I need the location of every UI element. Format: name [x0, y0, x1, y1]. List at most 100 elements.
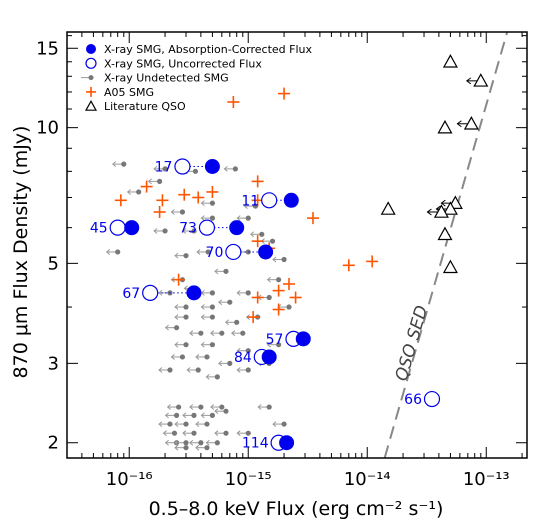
undetected-dot [266, 294, 272, 301]
a05-smg-point [342, 259, 355, 272]
undetected-smg-point [153, 166, 168, 172]
undetected-smg-point [218, 299, 233, 306]
upper-limit-arrowhead [236, 215, 241, 221]
undetected-smg-point [236, 289, 251, 296]
undetected-dot [191, 430, 197, 436]
undetected-dot [245, 348, 251, 354]
x-tick-label: 10⁻¹⁵ [225, 469, 272, 490]
undetected-smg-point [195, 354, 210, 360]
legend-entry: X-ray Undetected SMG [81, 72, 229, 85]
upper-limit-arrowhead [189, 439, 194, 446]
a05-smg-point [366, 255, 379, 268]
upper-limit-arrowhead [183, 285, 188, 292]
qso-limit-arrowhead [456, 120, 462, 128]
qso-point [435, 201, 458, 215]
undetected-dot [245, 430, 251, 436]
upper-limit-arrowhead [205, 439, 210, 446]
undetected-smg-point [205, 439, 220, 446]
undetected-dot [245, 367, 251, 373]
undetected-dot [240, 330, 246, 336]
source-id-label: 57 [266, 332, 284, 348]
upper-limit-arrowhead [182, 228, 187, 234]
undetected-smg-point [236, 430, 251, 437]
a05-smg-point [251, 235, 264, 248]
undetected-dot [173, 325, 180, 331]
upper-limit-arrowhead [214, 268, 219, 275]
undetected-smg-point [162, 430, 178, 437]
qso-triangle [380, 201, 396, 215]
legend-label: X-ray SMG, Absorption-Corrected Flux [104, 43, 312, 56]
undetected-smg-point [250, 231, 265, 238]
undetected-dot [286, 304, 292, 310]
undetected-dot [171, 430, 178, 436]
undetected-smg-point [200, 314, 216, 320]
undetected-smg-point [147, 178, 163, 185]
legend-triangle-icon [84, 99, 98, 111]
undetected-dot [219, 330, 225, 336]
upper-limit-arrowhead [231, 330, 236, 337]
undetected-dot [183, 314, 189, 320]
undetected-smg-point [272, 421, 287, 427]
qso-point [437, 119, 453, 134]
source-id-label: 11 [241, 193, 259, 209]
qso-point [442, 54, 458, 68]
undetected-dot [183, 421, 189, 427]
undetected-smg-point [200, 341, 216, 348]
undetected-smg-point [153, 228, 168, 234]
upper-limit-arrowhead [200, 215, 205, 221]
upper-limit-arrowhead [195, 444, 200, 451]
undetected-smg-point [200, 412, 216, 419]
undetected-dot [227, 360, 233, 366]
upper-limit-arrowhead [174, 421, 179, 427]
upper-limit-arrowhead [182, 430, 187, 437]
uncorrected-flux-point [174, 158, 191, 175]
undetected-smg-point [182, 412, 197, 419]
a05-smg-point [251, 291, 264, 304]
undetected-dot [204, 354, 210, 360]
undetected-smg-point [210, 404, 225, 410]
undetected-dot [162, 228, 168, 234]
undetected-smg-point [182, 228, 197, 234]
undetected-smg-point [223, 166, 238, 172]
source-id-label: 67 [122, 286, 140, 302]
x-axis-label: 0.5–8.0 keV Flux (erg cm⁻² s⁻¹) [149, 498, 444, 520]
undetected-dot [276, 342, 282, 348]
undetected-dot [167, 367, 173, 373]
undetected-dot [214, 374, 220, 380]
legend-label: X-ray SMG, Uncorrected Flux [104, 57, 262, 70]
qso-sed-label: QSO SED [392, 303, 433, 383]
undetected-smg-point [174, 444, 189, 451]
undetected-smg-point [200, 304, 216, 310]
source-id-label: 114 [242, 436, 269, 452]
upper-limit-arrowhead [158, 421, 163, 427]
upper-limit-arrowhead [200, 314, 205, 320]
undetected-dot [209, 290, 216, 296]
undetected-dot [252, 203, 259, 209]
upper-limit-arrowhead [205, 373, 210, 380]
legend-entry: A05 SMG [86, 86, 154, 99]
qso-triangle [437, 119, 453, 134]
undetected-dot [167, 421, 173, 427]
undetected-smg-point [164, 324, 180, 331]
undetected-dot [198, 404, 204, 410]
upper-limit-arrowhead [186, 367, 191, 373]
x-tick-label: 10⁻¹³ [463, 469, 510, 490]
a05-smg-point [272, 303, 285, 316]
upper-limit-arrowhead [210, 330, 215, 337]
upper-limit-arrowhead [182, 412, 187, 419]
undetected-dot [179, 354, 186, 360]
upper-limit-arrowhead [214, 430, 219, 437]
undetected-smg-point [174, 314, 189, 320]
source-id-label: 45 [90, 221, 108, 237]
upper-limit-arrowhead [250, 231, 255, 238]
undetected-smg-point [266, 341, 282, 348]
undetected-smg-point [189, 404, 204, 410]
undetected-smg-point [214, 268, 229, 275]
upper-limit-arrowhead [174, 444, 179, 451]
undetected-dot [209, 342, 216, 348]
legend: X-ray SMG, Absorption-Corrected FluxX-ra… [81, 43, 312, 113]
corrected-flux-point [229, 220, 245, 236]
upper-limit-arrowhead [162, 430, 167, 437]
a05-smg-point [306, 212, 319, 225]
undetected-smg-point [158, 367, 173, 373]
